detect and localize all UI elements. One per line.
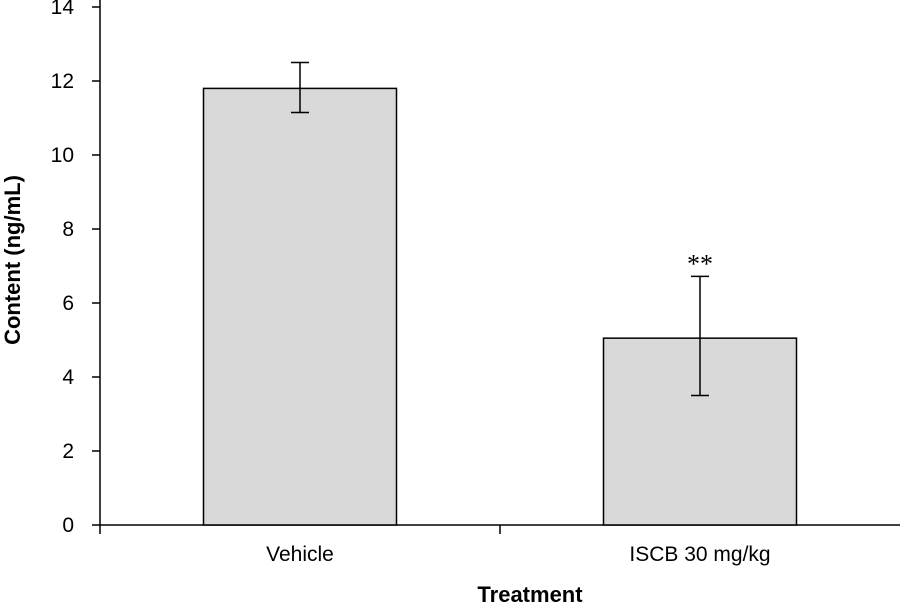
y-tick-label: 4 xyxy=(62,366,74,389)
y-tick-label: 0 xyxy=(62,514,74,537)
labels: 0 2 4 6 8 10 12 14 Vehicle ISCB 30 mg/kg ** xyxy=(51,0,771,566)
y-tick-label: 6 xyxy=(62,292,74,315)
x-tick-label: Vehicle xyxy=(266,543,334,566)
bars xyxy=(202,87,798,526)
y-axis-title: Content (ng/mL) xyxy=(0,175,25,345)
y-tick-label: 14 xyxy=(51,0,75,19)
y-tick-label: 10 xyxy=(51,144,74,167)
x-axis-title: Treatment xyxy=(477,582,583,603)
x-tick-label: ISCB 30 mg/kg xyxy=(629,543,770,566)
error-bars xyxy=(291,61,709,397)
y-tick-label: 8 xyxy=(62,218,74,241)
bar xyxy=(202,87,398,526)
y-tick-label: 12 xyxy=(51,70,74,93)
y-tick-label: 2 xyxy=(62,440,74,463)
significance-annotation: ** xyxy=(687,249,713,278)
